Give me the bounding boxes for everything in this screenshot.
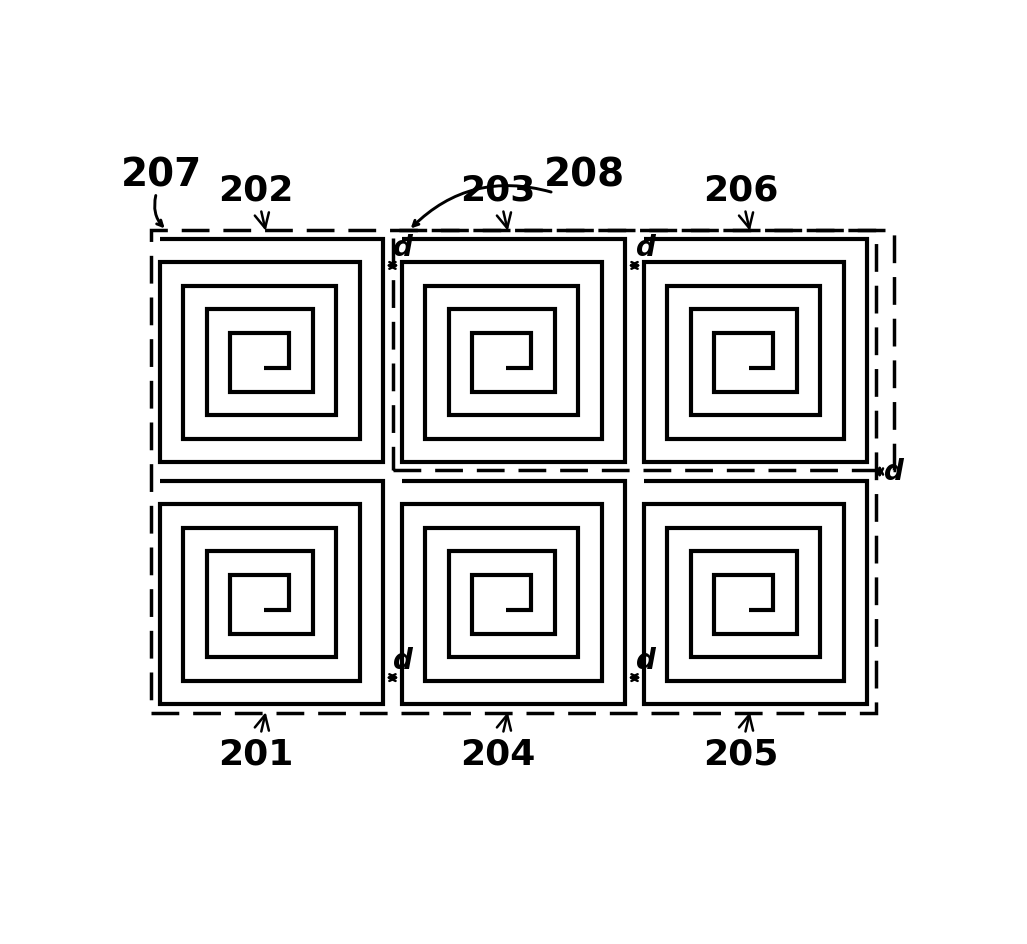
Text: 204: 204 — [460, 716, 536, 771]
Text: d: d — [884, 458, 904, 486]
Text: d: d — [636, 234, 655, 262]
Text: d: d — [393, 646, 413, 674]
Text: 202: 202 — [219, 173, 294, 228]
Text: 206: 206 — [702, 173, 778, 228]
Text: d: d — [393, 234, 413, 262]
Text: 205: 205 — [702, 716, 778, 771]
Text: 201: 201 — [219, 716, 294, 771]
Text: d: d — [636, 646, 655, 674]
Bar — [393, 231, 893, 471]
Text: 207: 207 — [121, 157, 202, 194]
Text: 203: 203 — [460, 173, 536, 228]
Bar — [151, 231, 876, 713]
Text: 208: 208 — [543, 157, 624, 194]
